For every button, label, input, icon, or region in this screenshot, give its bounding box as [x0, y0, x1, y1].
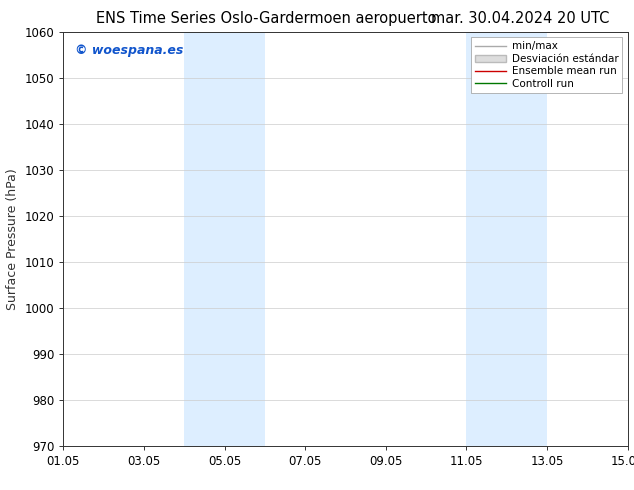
Y-axis label: Surface Pressure (hPa): Surface Pressure (hPa)	[6, 168, 19, 310]
Text: mar. 30.04.2024 20 UTC: mar. 30.04.2024 20 UTC	[430, 11, 609, 26]
Bar	[467, 32, 547, 446]
Text: © woespana.es: © woespana.es	[75, 44, 183, 57]
Legend: min/max, Desviación estándar, Ensemble mean run, Controll run: min/max, Desviación estándar, Ensemble m…	[471, 37, 623, 93]
Text: ENS Time Series Oslo-Gardermoen aeropuerto: ENS Time Series Oslo-Gardermoen aeropuer…	[96, 11, 437, 26]
Bar	[184, 32, 265, 446]
